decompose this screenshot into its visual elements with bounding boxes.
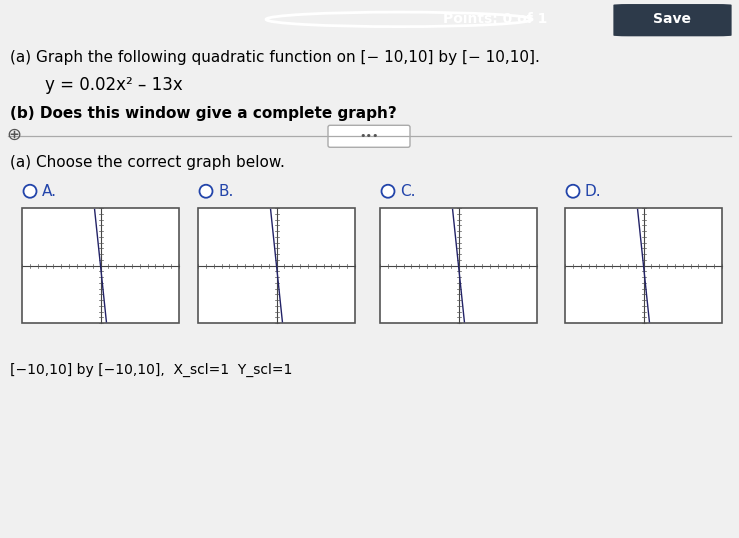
Text: Points: 0 of 1: Points: 0 of 1: [443, 12, 548, 26]
Text: [−10,10] by [−10,10],  X_scl=1  Y_scl=1: [−10,10] by [−10,10], X_scl=1 Y_scl=1: [10, 363, 293, 377]
Circle shape: [200, 185, 213, 198]
FancyBboxPatch shape: [613, 4, 732, 36]
Bar: [198, 208, 355, 323]
Circle shape: [24, 185, 36, 198]
Text: (b) Does this window give a complete graph?: (b) Does this window give a complete gra…: [10, 107, 397, 121]
Text: A.: A.: [42, 184, 57, 199]
Text: ⊕: ⊕: [6, 126, 21, 144]
Bar: [22, 208, 179, 323]
Text: •••: •••: [359, 131, 379, 141]
Circle shape: [381, 185, 395, 198]
Bar: [565, 208, 722, 323]
Text: D.: D.: [585, 184, 602, 199]
Circle shape: [567, 185, 579, 198]
Bar: [380, 208, 537, 323]
Text: y = 0.02x² – 13x: y = 0.02x² – 13x: [45, 76, 183, 94]
Text: (a) Graph the following quadratic function on [− 10,10] by [− 10,10].: (a) Graph the following quadratic functi…: [10, 51, 540, 65]
Text: Save: Save: [653, 12, 692, 26]
Text: (a) Choose the correct graph below.: (a) Choose the correct graph below.: [10, 155, 285, 170]
FancyBboxPatch shape: [328, 125, 410, 147]
Text: C.: C.: [400, 184, 415, 199]
Text: B.: B.: [218, 184, 234, 199]
